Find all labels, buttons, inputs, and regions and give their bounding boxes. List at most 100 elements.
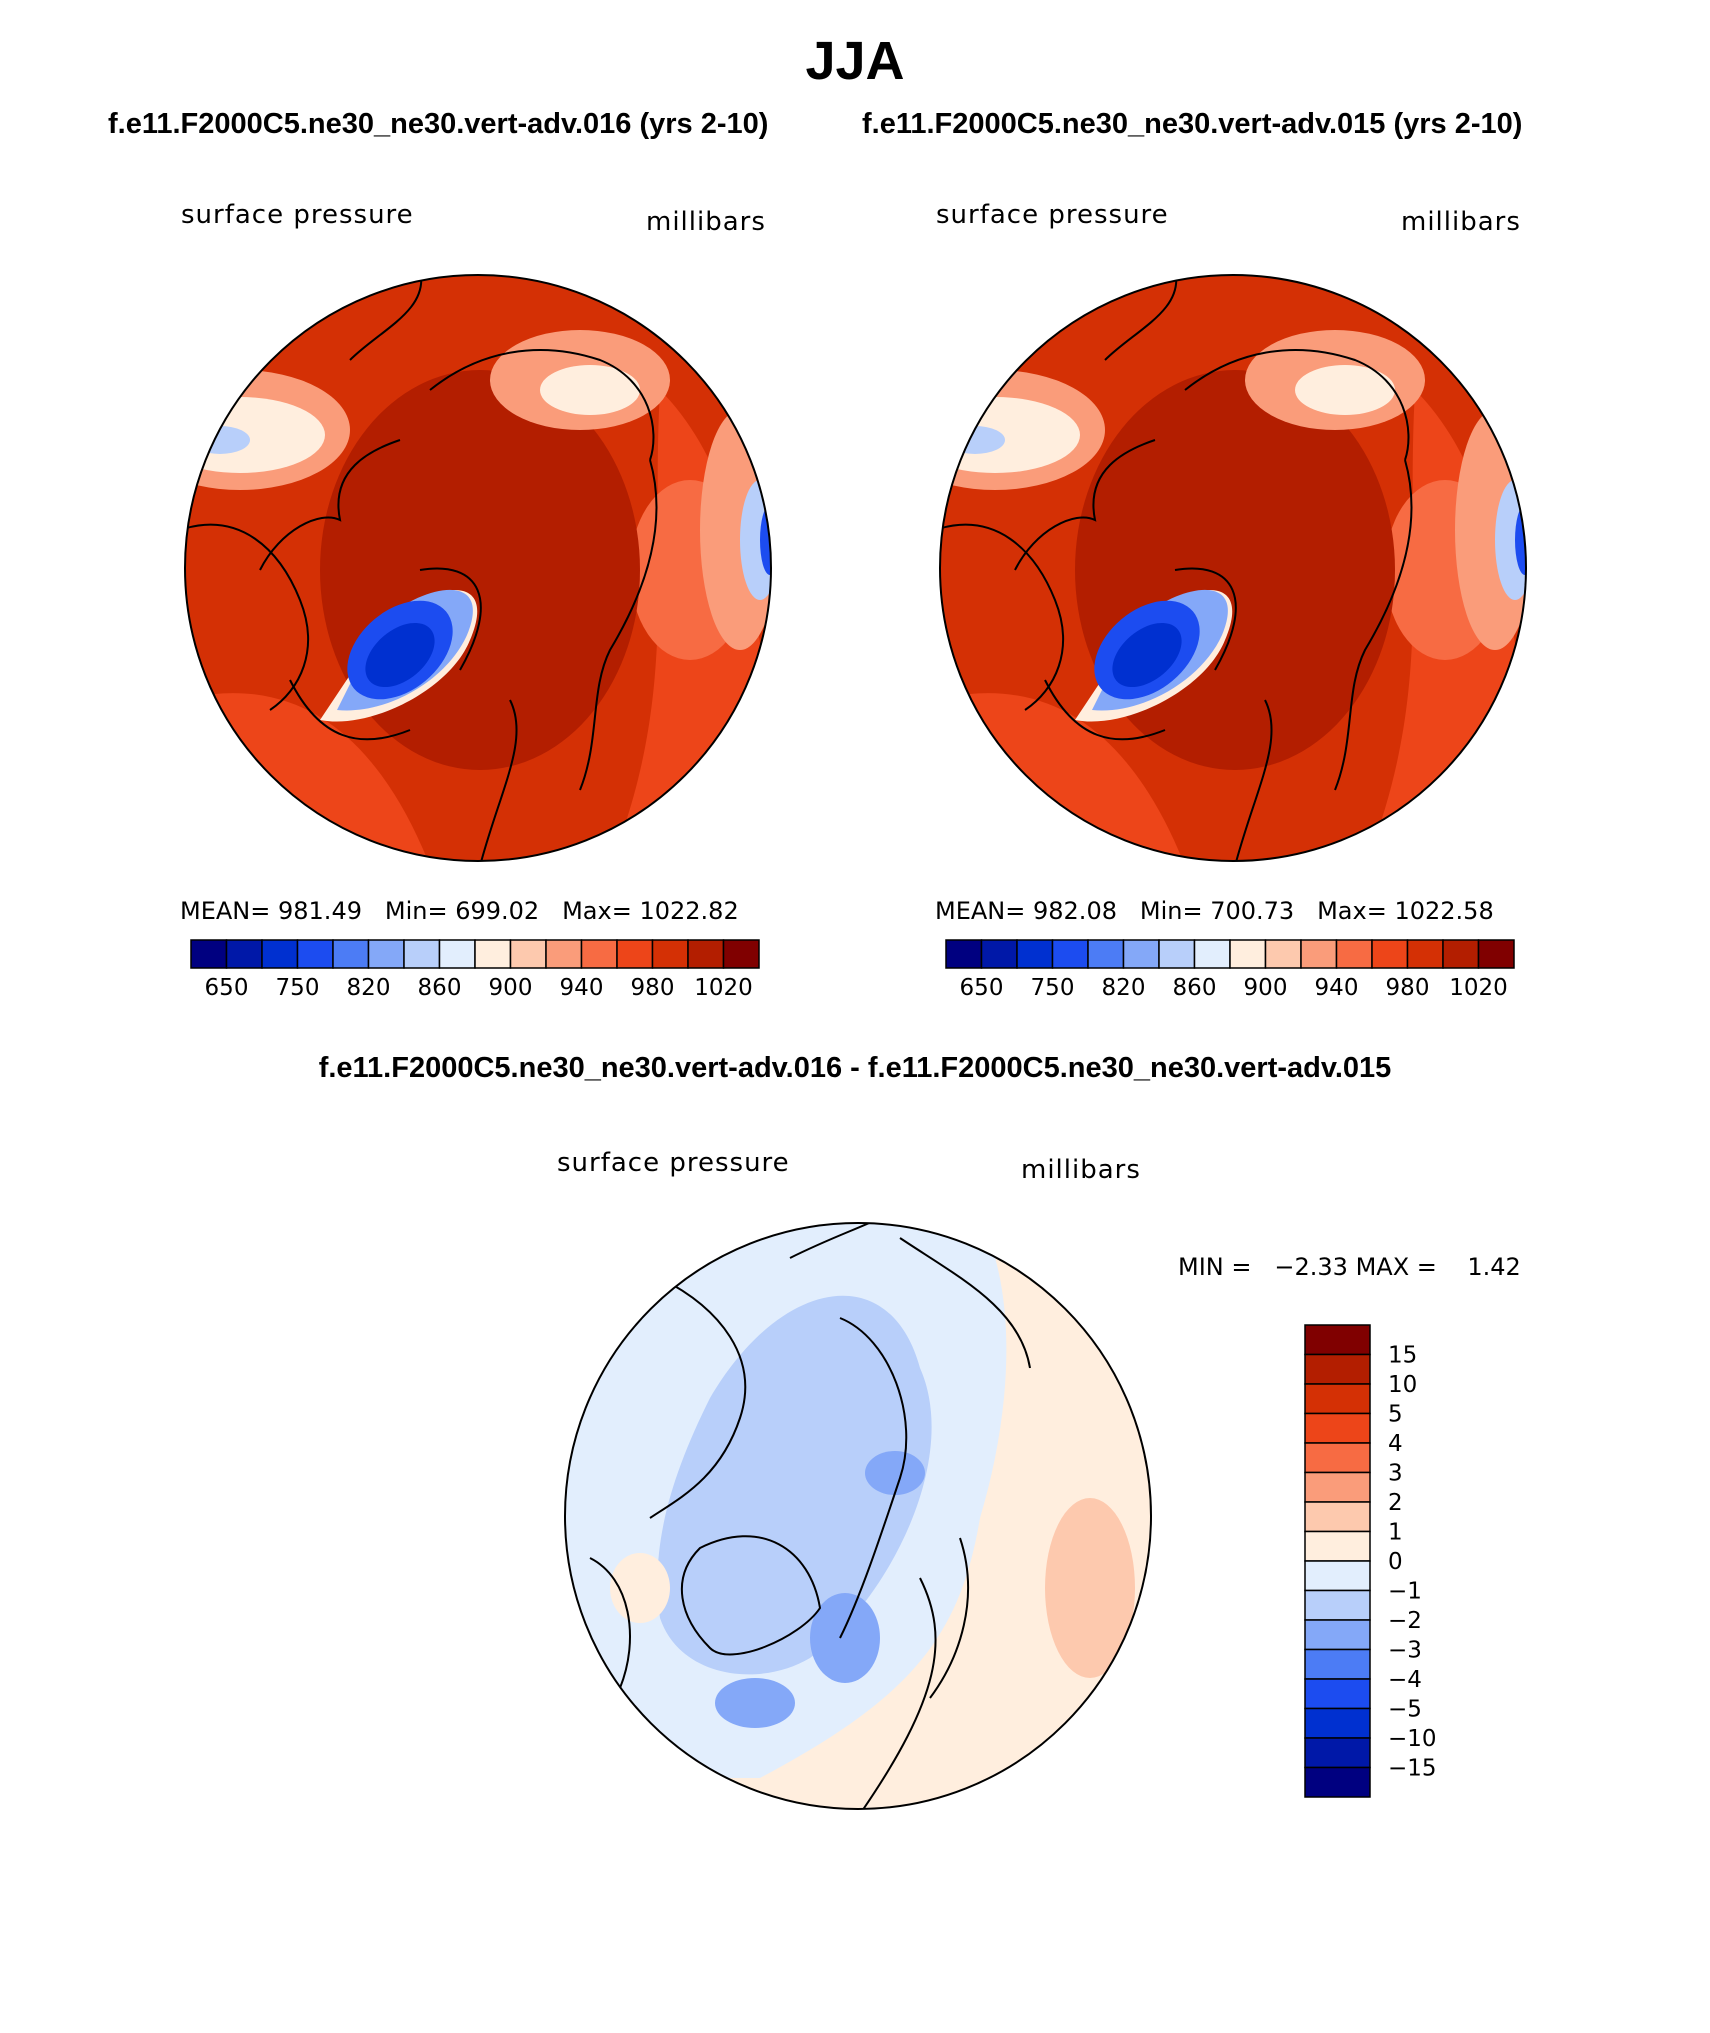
difference-colorbar-tick-label: 3 [1388,1461,1403,1487]
panel-1-colorbar-tick-label: 650 [205,975,249,1001]
difference-colorbar-tick-label: −4 [1388,1667,1422,1693]
panel-1-min-label: Min= [384,897,448,925]
panel-1-colorbar-swatch [332,939,370,969]
panel-2-colorbar-tick-label: 820 [1102,975,1146,1001]
panel-2-colorbar-swatch [1193,939,1231,969]
difference-min-value: −2.33 [1274,1253,1348,1281]
difference-colorbar-swatch [1304,1412,1371,1444]
panel-2-colorbar-swatch [1477,939,1515,969]
difference-colorbar-swatch [1304,1324,1371,1356]
difference-colorbar-swatch [1304,1471,1371,1503]
panel-2-colorbar-swatch [1087,939,1125,969]
panel-2-polar-map [939,274,1527,862]
difference-colorbar-swatch [1304,1353,1371,1385]
difference-colorbar-tick-label: 2 [1388,1490,1403,1516]
panel-2-max-value: 1022.58 [1394,897,1494,925]
difference-colorbar-tick-label: −15 [1388,1756,1437,1782]
difference-units-label: millibars [1021,1155,1141,1185]
difference-max-label: MAX = [1355,1253,1437,1281]
panel-1-colorbar-swatch [722,939,760,969]
difference-variable-label: surface pressure [557,1148,790,1178]
panel-2-colorbar-tick-label: 980 [1386,975,1430,1001]
panel-1-polar-map [184,274,772,862]
panel-1-colorbar-tick-label: 1020 [694,975,753,1001]
difference-colorbar-swatch [1304,1530,1371,1562]
panel-1-colorbar-swatch [367,939,405,969]
difference-colorbar-tick-label: −3 [1388,1638,1422,1664]
panel-1-stats: MEAN= 981.49 Min= 699.02 Max= 1022.82 [180,897,739,925]
difference-colorbar-tick-label: 10 [1388,1372,1417,1398]
panel-2-colorbar-tick-label: 860 [1173,975,1217,1001]
panel-2-colorbar-swatch [1442,939,1480,969]
panel-2-colorbar: 650 750 820 860 900 940 980 1020 [945,939,1515,1001]
panel-1-colorbar-swatch [687,939,725,969]
panel-1-colorbar-tick-label: 820 [347,975,391,1001]
panel-1-colorbar: 650 750 820 860 900 940 980 1020 [190,939,760,1001]
panel-2-min-label: Min= [1139,897,1203,925]
panel-2-variable-label: surface pressure [936,200,1169,230]
difference-colorbar-tick-label: 15 [1388,1343,1417,1369]
page-title: JJA [805,31,905,91]
panel-2-colorbar-swatch [1300,939,1338,969]
difference-colorbar-swatch [1304,1383,1371,1415]
panel-1-colorbar-tick-label: 860 [418,975,462,1001]
panel-1-colorbar-swatch [438,939,476,969]
difference-min-label: MIN = [1178,1253,1252,1281]
panel-1-colorbar-swatch [651,939,689,969]
panel-1-colorbar-swatch [545,939,583,969]
panel-2-max-label: Max= [1317,897,1387,925]
panel-1-colorbar-swatch [403,939,441,969]
panel-2-colorbar-swatch [1406,939,1444,969]
panel-2-colorbar-tick-label: 750 [1031,975,1075,1001]
difference-colorbar-tick-label: −1 [1388,1579,1422,1605]
panel-2-mean-value: 982.08 [1033,897,1117,925]
panel-2-colorbar-tick-label: 1020 [1449,975,1508,1001]
panel-2-colorbar-tick-label: 900 [1244,975,1288,1001]
panel-1-colorbar-swatch [261,939,299,969]
panel-2-colorbar-swatch [1229,939,1267,969]
difference-minmax: MIN = −2.33 MAX = 1.42 [1178,1253,1521,1281]
panel-1-mean-value: 981.49 [278,897,362,925]
panel-2-colorbar-swatch [1371,939,1409,969]
panel-1-min-value: 699.02 [455,897,540,925]
difference-colorbar-tick-label: −10 [1388,1726,1437,1752]
difference-header: f.e11.F2000C5.ne30_ne30.vert-adv.016 - f… [318,1052,1392,1084]
difference-colorbar-tick-label: 4 [1388,1431,1403,1457]
difference-colorbar-tick-label: 0 [1388,1549,1403,1575]
panel-1-max-label: Max= [562,897,632,925]
difference-colorbar-tick-label: 5 [1388,1402,1403,1428]
panel-1-colorbar-tick-label: 940 [560,975,604,1001]
panel-2-min-value: 700.73 [1210,897,1295,925]
panel-2-colorbar-swatch [1158,939,1196,969]
difference-colorbar-swatch [1304,1678,1371,1710]
panel-2-colorbar-swatch [1122,939,1160,969]
panel-2-header: f.e11.F2000C5.ne30_ne30.vert-adv.015 (yr… [862,108,1523,140]
panel-1-colorbar-swatch [190,939,228,969]
difference-colorbar-swatch [1304,1501,1371,1533]
panel-1-colorbar-tick-label: 750 [276,975,320,1001]
panel-1-colorbar-swatch [580,939,618,969]
panel-2-colorbar-swatch [1335,939,1373,969]
panel-1-colorbar-swatch [616,939,654,969]
difference-colorbar-swatch [1304,1619,1371,1651]
panel-2-colorbar-tick-label: 940 [1315,975,1359,1001]
difference-colorbar-swatch [1304,1560,1371,1592]
difference-colorbar-tick-label: −2 [1388,1608,1422,1634]
panel-1-header: f.e11.F2000C5.ne30_ne30.vert-adv.016 (yr… [108,108,769,140]
panel-2-colorbar-swatch [945,939,983,969]
panel-2-units-label: millibars [1401,207,1521,237]
panel-1-colorbar-tick-label: 980 [631,975,675,1001]
panel-2-colorbar-swatch [1016,939,1054,969]
difference-colorbar-swatch [1304,1737,1371,1769]
difference-colorbar-swatch [1304,1766,1371,1798]
difference-colorbar-swatch [1304,1589,1371,1621]
panel-2-colorbar-swatch [1264,939,1302,969]
difference-colorbar-tick-label: −5 [1388,1697,1422,1723]
panel-1-colorbar-swatch [474,939,512,969]
panel-1-max-value: 1022.82 [639,897,739,925]
difference-colorbar-swatch [1304,1707,1371,1739]
panel-2-colorbar-swatch [1051,939,1089,969]
difference-polar-map [564,1222,1152,1810]
panel-1-colorbar-swatch [296,939,334,969]
